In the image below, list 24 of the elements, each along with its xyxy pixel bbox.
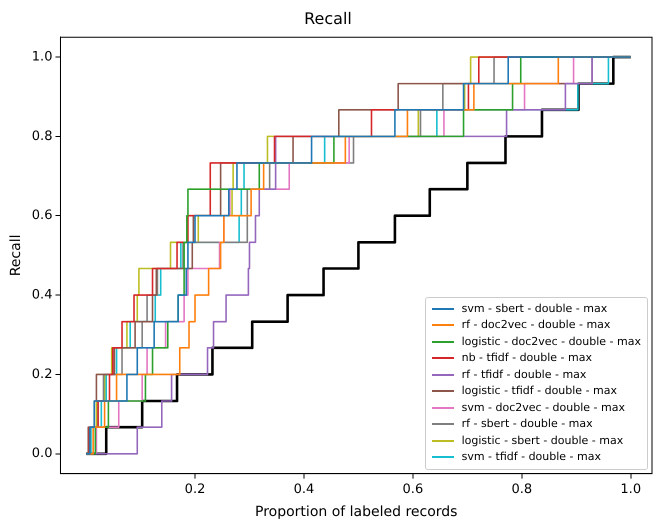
x-axis-title: Proportion of labeled records <box>255 504 458 520</box>
y-tick-label: 0.8 <box>32 128 52 144</box>
y-tick-label: 0.4 <box>32 287 52 302</box>
x-tick-label: 0.4 <box>294 482 314 497</box>
chart-title: Recall <box>304 8 352 28</box>
y-tick-label: 0.2 <box>32 366 52 382</box>
legend-label: rf - tfidf - double - max <box>462 366 586 383</box>
legend-label: logistic - sbert - double - max <box>462 432 624 449</box>
y-tick-label: 0.0 <box>32 446 52 462</box>
y-tick-label: 1.0 <box>32 49 52 64</box>
x-tick-label: 0.6 <box>402 482 424 497</box>
legend-label: rf - doc2vec - double - max <box>462 317 610 334</box>
legend-label: logistic - tfidf - double - max <box>462 383 618 400</box>
legend-label: svm - tfidf - double - max <box>462 449 601 466</box>
legend-label: svm - doc2vec - double - max <box>462 400 625 416</box>
legend-label: nb - tfidf - double - max <box>462 350 592 366</box>
x-tick-label: 0.8 <box>511 482 532 497</box>
legend-label: svm - sbert - double - max <box>462 300 608 317</box>
y-tick-label: 0.6 <box>32 208 52 224</box>
x-tick-label: 1.0 <box>620 482 642 497</box>
y-axis-title: Recall <box>8 234 24 276</box>
legend-label: logistic - doc2vec - double - max <box>462 334 641 350</box>
legend-label: rf - sbert - double - max <box>462 416 593 432</box>
x-tick-label: 0.2 <box>184 482 206 497</box>
